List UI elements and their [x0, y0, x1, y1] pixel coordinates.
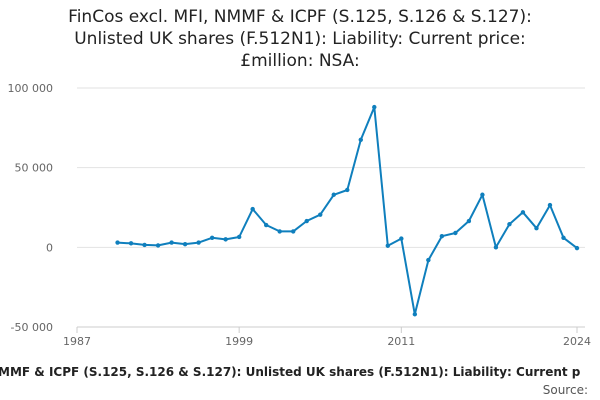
x-tick-label-1: 1999	[225, 335, 253, 348]
y-tick-label-1: 50 000	[15, 162, 54, 175]
data-point-1999[interactable]	[236, 234, 242, 240]
data-point-1995[interactable]	[182, 241, 188, 247]
y-tick-label-0: 100 000	[8, 82, 54, 95]
data-point-2015[interactable]	[453, 230, 458, 236]
data-point-2006[interactable]	[331, 192, 336, 197]
data-point-2008[interactable]	[358, 137, 363, 142]
data-point-2019[interactable]	[507, 222, 512, 227]
data-point-2022[interactable]	[547, 202, 553, 208]
data-point-1991[interactable]	[128, 241, 134, 246]
data-point-2001[interactable]	[263, 222, 269, 228]
data-point-2014[interactable]	[439, 233, 445, 239]
data-point-2002[interactable]	[277, 229, 282, 234]
data-point-2024[interactable]	[574, 245, 580, 251]
grid-lines	[77, 87, 585, 328]
data-point-2020[interactable]	[520, 210, 526, 215]
tick-labels: 100 000 50 000 0 -50 000 1987 1999 2011 2024	[8, 82, 592, 348]
axes	[76, 326, 585, 333]
data-point-2012[interactable]	[412, 312, 418, 317]
chart-title: FinCos excl. MFI, NMMF & ICPF (S.125, S.…	[0, 6, 600, 72]
data-point-1994[interactable]	[169, 240, 174, 245]
x-tick-label-2: 2011	[387, 335, 415, 348]
chart-title-line-1: FinCos excl. MFI, NMMF & ICPF (S.125, S.…	[68, 7, 532, 27]
data-point-2011[interactable]	[399, 236, 404, 241]
data-point-2017[interactable]	[480, 192, 485, 197]
data-point-1993[interactable]	[155, 243, 161, 248]
y-tick-label-3: -50 000	[11, 321, 53, 334]
data-point-2009[interactable]	[372, 104, 377, 110]
data-point-1992[interactable]	[142, 242, 147, 248]
data-point-1990[interactable]	[115, 240, 120, 245]
data-point-2023[interactable]	[561, 235, 566, 240]
data-point-2007[interactable]	[345, 187, 350, 193]
source-label: Source:	[542, 383, 588, 397]
data-point-1998[interactable]	[223, 237, 228, 242]
series-line-0	[117, 106, 578, 316]
data-point-2000[interactable]	[250, 206, 255, 212]
x-tick-label-3: 2024	[563, 335, 591, 348]
data-point-2010[interactable]	[385, 243, 391, 248]
data-point-2005[interactable]	[318, 212, 323, 217]
data-point-1996[interactable]	[196, 240, 201, 245]
x-tick-label-0: 1987	[63, 335, 91, 348]
data-point-2004[interactable]	[304, 218, 309, 224]
data-point-2016[interactable]	[466, 218, 472, 224]
data-point-2003[interactable]	[291, 229, 296, 234]
series-description: NMMF & ICPF (S.125, S.126 & S.127): Unli…	[0, 365, 581, 379]
data-point-2013[interactable]	[426, 257, 431, 263]
data-point-1997[interactable]	[209, 235, 215, 240]
chart-title-line-3: £million: NSA:	[240, 51, 360, 71]
chart-title-line-2: Unlisted UK shares (F.512N1): Liability:…	[74, 29, 526, 49]
data-point-2021[interactable]	[534, 226, 539, 231]
series	[115, 104, 580, 317]
data-point-2018[interactable]	[493, 245, 499, 250]
y-tick-label-2: 0	[46, 241, 53, 254]
